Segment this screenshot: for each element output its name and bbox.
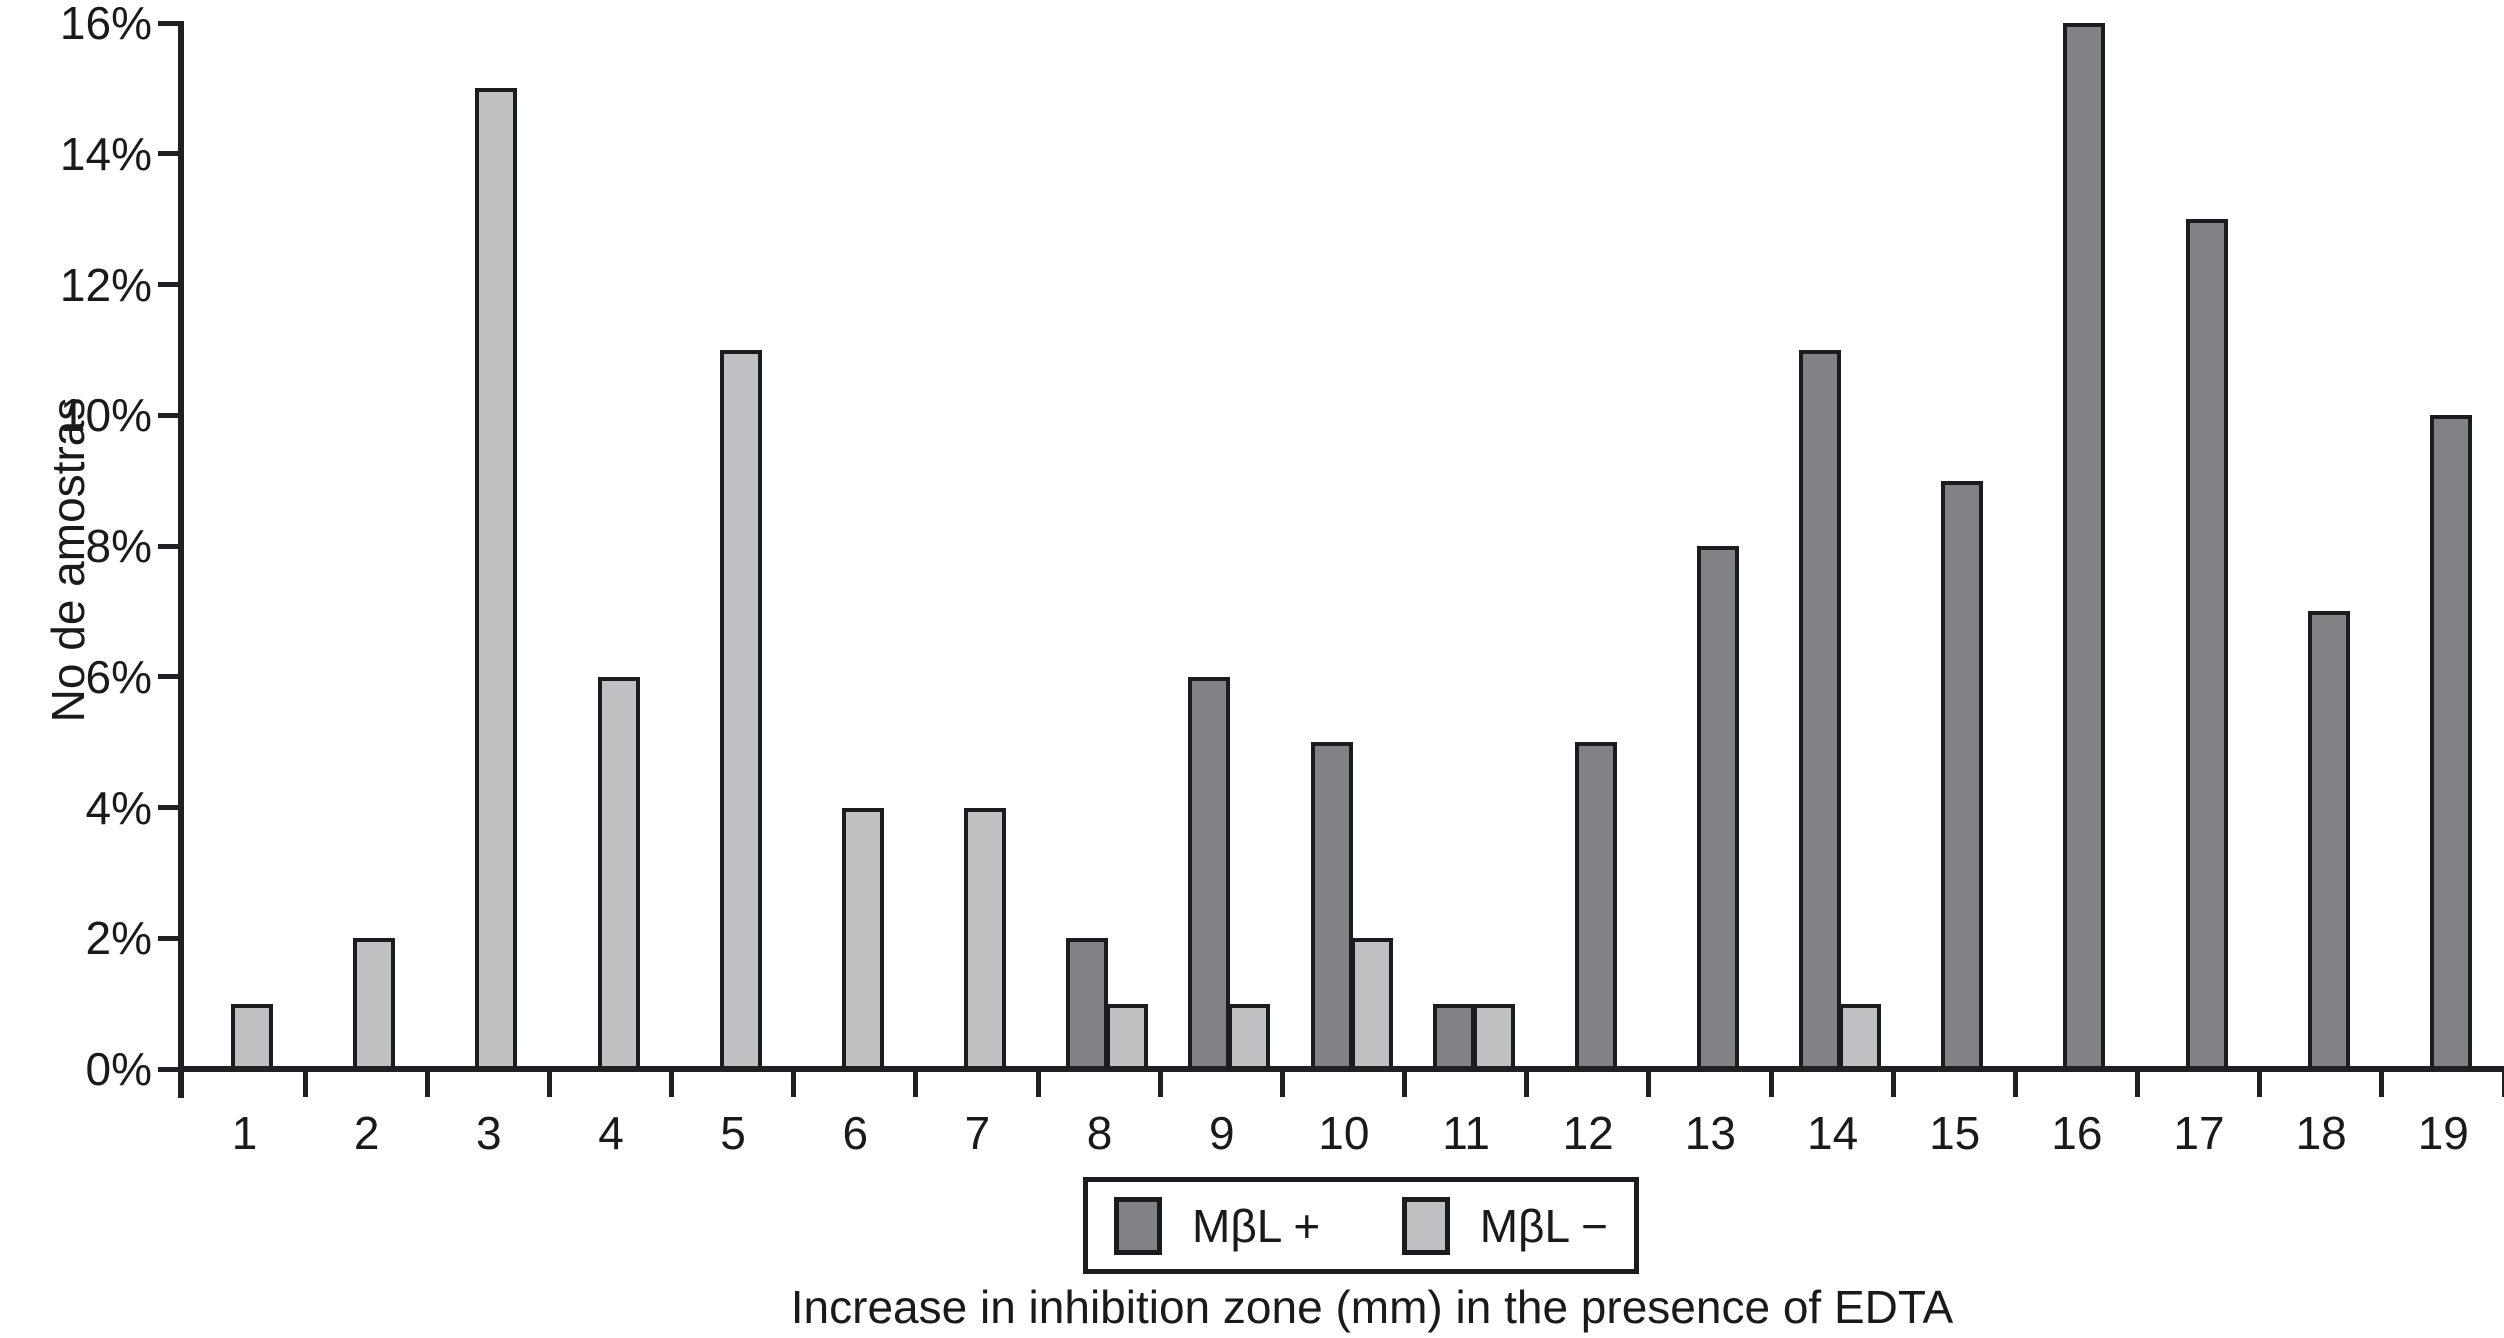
x-axis-tick	[302, 1071, 308, 1097]
x-axis-tick	[791, 1071, 797, 1097]
x-axis-tick	[424, 1071, 430, 1097]
y-axis-tick	[158, 20, 184, 26]
bar-3-mbl-negative	[475, 88, 518, 1072]
x-axis-tick	[1402, 1071, 1408, 1097]
y-axis-tick	[158, 543, 184, 549]
y-tick-label: 14%	[59, 127, 152, 180]
x-tick-label: 17	[2173, 1107, 2225, 1159]
legend-label-mbl-negative: MβL −	[1479, 1199, 1608, 1252]
legend-entry-mbl-negative: MβL −	[1401, 1196, 1608, 1255]
x-axis-tick	[2379, 1071, 2385, 1097]
bar-5-mbl-negative	[719, 349, 762, 1072]
x-tick-label: 12	[1562, 1107, 1614, 1159]
x-tick-label: 18	[2295, 1107, 2347, 1159]
bar-10-mbl-positive	[1310, 742, 1353, 1072]
x-tick-label: 16	[2051, 1107, 2103, 1159]
x-axis-tick	[1768, 1071, 1774, 1097]
x-axis-line	[178, 1066, 2504, 1072]
x-tick-label: 7	[964, 1107, 991, 1159]
x-tick-label: 19	[2417, 1107, 2469, 1159]
bar-16-mbl-positive	[2063, 23, 2106, 1072]
x-tick-label: 5	[720, 1107, 746, 1159]
y-tick-label: 10%	[59, 389, 152, 442]
y-axis-tick	[158, 935, 184, 941]
y-axis-tick	[158, 282, 184, 287]
x-axis-tick	[1646, 1071, 1652, 1097]
y-tick-label: 8%	[85, 520, 152, 572]
bar-14-mbl-positive	[1799, 349, 1842, 1072]
x-axis-tick	[1524, 1071, 1530, 1097]
bar-11-mbl-negative	[1472, 1003, 1515, 1072]
bar-6-mbl-negative	[841, 807, 884, 1072]
bar-14-mbl-negative	[1839, 1003, 1882, 1072]
y-tick-label: 2%	[85, 912, 152, 965]
bar-11-mbl-positive	[1432, 1003, 1475, 1072]
bar-8-mbl-positive	[1066, 938, 1109, 1073]
x-tick-label: 4	[598, 1107, 624, 1159]
x-tick-label: 6	[842, 1107, 869, 1159]
bar-12-mbl-positive	[1574, 742, 1617, 1072]
x-axis-tick	[913, 1071, 919, 1097]
x-axis-tick	[1157, 1071, 1163, 1097]
bar-2-mbl-negative	[353, 938, 396, 1073]
y-axis-tick	[158, 412, 184, 418]
bar-9-mbl-negative	[1228, 1003, 1271, 1072]
y-tick-label: 0%	[85, 1043, 152, 1095]
bar-19-mbl-positive	[2429, 415, 2472, 1073]
mbl-negative-swatch-icon	[1401, 1196, 1450, 1255]
mbl-positive-swatch-icon	[1114, 1196, 1162, 1255]
y-tick-label: 12%	[59, 258, 152, 311]
legend: MβL + MβL −	[1083, 1177, 1639, 1274]
x-tick-label: 2	[353, 1107, 380, 1159]
bar-13-mbl-positive	[1697, 546, 1739, 1072]
y-axis-line	[178, 21, 184, 1098]
x-axis-tick	[2257, 1071, 2263, 1097]
x-axis-tick	[2135, 1071, 2140, 1097]
bar-8-mbl-negative	[1106, 1003, 1149, 1072]
x-tick-label: 3	[476, 1107, 502, 1159]
y-axis-tick	[158, 674, 184, 680]
x-axis-tick	[1279, 1071, 1285, 1097]
x-tick-label: 10	[1318, 1107, 1370, 1159]
bar-9-mbl-positive	[1188, 676, 1231, 1073]
bar-1-mbl-negative	[231, 1003, 274, 1072]
x-tick-label: 11	[1442, 1107, 1490, 1159]
y-axis-tick	[158, 1066, 184, 1072]
x-axis-tick	[2501, 1071, 2504, 1097]
y-tick-label: 4%	[85, 781, 152, 834]
y-axis-tick	[158, 151, 184, 157]
x-tick-label: 15	[1929, 1107, 1981, 1159]
y-axis-tick	[158, 805, 184, 810]
y-tick-label: 6%	[85, 650, 152, 703]
x-axis-tick	[547, 1071, 552, 1097]
bar-10-mbl-negative	[1350, 938, 1393, 1073]
x-axis-tick	[1890, 1071, 1896, 1097]
bar-17-mbl-positive	[2185, 219, 2228, 1072]
bar-4-mbl-negative	[597, 676, 640, 1073]
bar-15-mbl-positive	[1941, 480, 1984, 1072]
x-axis-title: Increase in inhibition zone (mm) in the …	[790, 1281, 1954, 1333]
legend-entry-mbl-positive: MβL +	[1114, 1196, 1321, 1255]
x-tick-label: 1	[231, 1107, 258, 1159]
bar-18-mbl-positive	[2307, 611, 2350, 1072]
y-tick-label: 16%	[59, 0, 152, 49]
legend-label-mbl-positive: MβL +	[1192, 1199, 1321, 1252]
x-axis-tick	[1035, 1071, 1041, 1097]
x-axis-tick	[2012, 1071, 2018, 1097]
bar-7-mbl-negative	[964, 807, 1006, 1072]
x-axis-tick	[669, 1071, 675, 1097]
x-tick-label: 14	[1807, 1107, 1859, 1159]
x-tick-label: 9	[1209, 1107, 1235, 1159]
x-tick-label: 8	[1086, 1107, 1113, 1159]
x-tick-label: 13	[1684, 1107, 1736, 1159]
